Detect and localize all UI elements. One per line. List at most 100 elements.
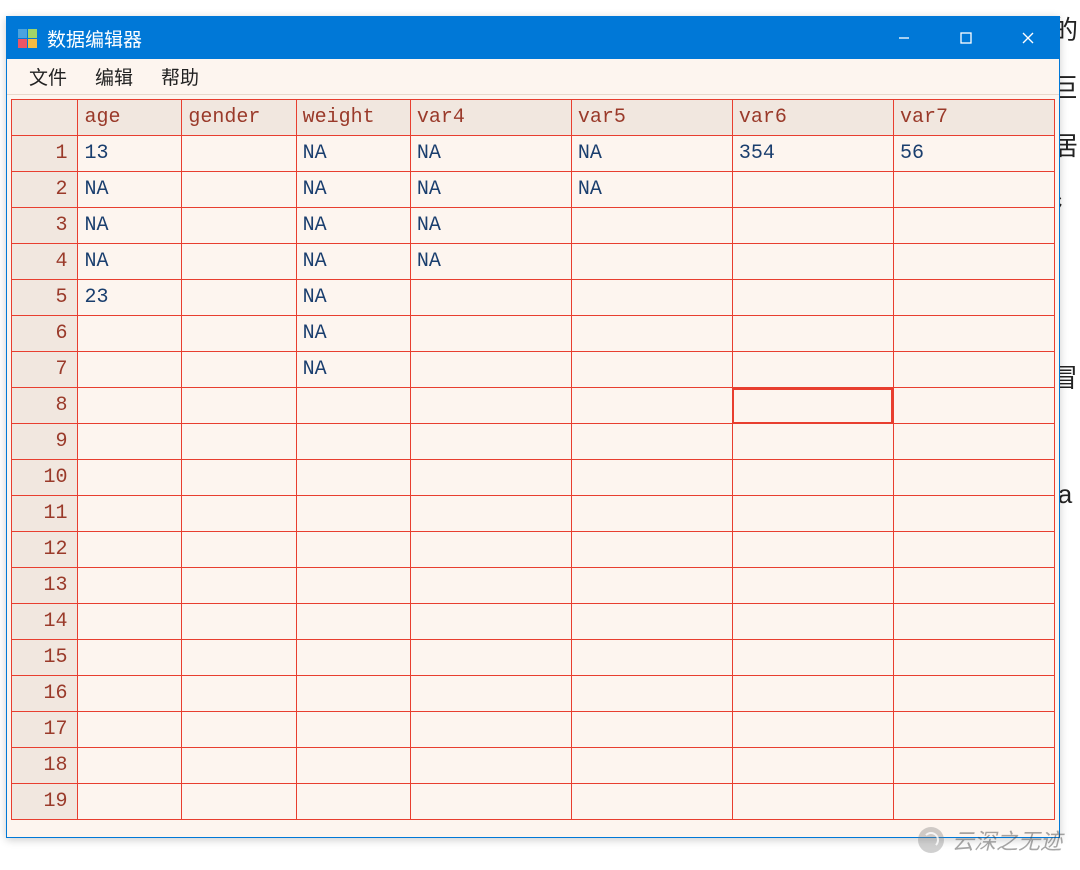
data-cell[interactable] <box>571 676 732 712</box>
data-cell[interactable] <box>732 604 893 640</box>
minimize-button[interactable] <box>873 17 935 59</box>
data-cell[interactable]: NA <box>571 172 732 208</box>
column-header[interactable]: var7 <box>893 100 1054 136</box>
data-cell[interactable] <box>296 712 410 748</box>
row-header[interactable]: 6 <box>12 316 78 352</box>
data-cell[interactable] <box>296 748 410 784</box>
data-cell[interactable]: NA <box>296 172 410 208</box>
data-grid[interactable]: agegenderweightvar4var5var6var7 113NANAN… <box>11 99 1055 820</box>
data-cell[interactable] <box>732 676 893 712</box>
row-header[interactable]: 7 <box>12 352 78 388</box>
data-cell[interactable] <box>410 280 571 316</box>
data-cell[interactable] <box>571 208 732 244</box>
column-header[interactable]: var4 <box>410 100 571 136</box>
data-cell[interactable] <box>571 496 732 532</box>
data-cell[interactable]: NA <box>78 244 182 280</box>
data-cell[interactable] <box>893 676 1054 712</box>
data-cell[interactable]: 23 <box>78 280 182 316</box>
data-cell[interactable] <box>893 568 1054 604</box>
data-cell[interactable] <box>296 568 410 604</box>
data-cell[interactable] <box>182 532 296 568</box>
data-cell[interactable] <box>893 460 1054 496</box>
data-cell[interactable] <box>893 784 1054 820</box>
data-cell[interactable]: NA <box>410 244 571 280</box>
data-cell[interactable] <box>182 604 296 640</box>
data-cell[interactable] <box>732 748 893 784</box>
data-cell[interactable] <box>732 244 893 280</box>
data-cell[interactable] <box>732 172 893 208</box>
data-cell[interactable] <box>893 712 1054 748</box>
data-cell[interactable] <box>410 496 571 532</box>
data-cell[interactable] <box>182 676 296 712</box>
data-cell[interactable] <box>893 496 1054 532</box>
data-cell[interactable] <box>182 244 296 280</box>
data-cell[interactable] <box>410 712 571 748</box>
data-cell[interactable] <box>78 352 182 388</box>
data-cell[interactable] <box>78 316 182 352</box>
column-header[interactable]: var6 <box>732 100 893 136</box>
menu-item-2[interactable]: 帮助 <box>147 59 213 94</box>
data-cell[interactable] <box>571 748 732 784</box>
data-cell[interactable] <box>732 424 893 460</box>
row-header[interactable]: 4 <box>12 244 78 280</box>
data-cell[interactable] <box>732 712 893 748</box>
data-cell[interactable] <box>571 352 732 388</box>
data-cell[interactable] <box>410 316 571 352</box>
data-cell[interactable] <box>296 604 410 640</box>
data-cell[interactable] <box>571 604 732 640</box>
row-header[interactable]: 8 <box>12 388 78 424</box>
row-header[interactable]: 1 <box>12 136 78 172</box>
data-cell[interactable]: NA <box>296 244 410 280</box>
data-cell[interactable] <box>571 280 732 316</box>
data-cell[interactable] <box>296 496 410 532</box>
data-cell[interactable] <box>182 568 296 604</box>
data-cell[interactable] <box>893 748 1054 784</box>
column-header[interactable]: gender <box>182 100 296 136</box>
data-cell[interactable] <box>182 388 296 424</box>
data-cell[interactable] <box>78 676 182 712</box>
data-cell[interactable] <box>410 568 571 604</box>
data-cell[interactable] <box>732 280 893 316</box>
data-cell[interactable] <box>732 784 893 820</box>
data-cell[interactable] <box>893 352 1054 388</box>
data-cell[interactable] <box>182 352 296 388</box>
data-cell[interactable] <box>893 424 1054 460</box>
data-cell[interactable]: NA <box>296 280 410 316</box>
data-cell[interactable] <box>571 460 732 496</box>
row-header[interactable]: 12 <box>12 532 78 568</box>
data-cell[interactable] <box>410 388 571 424</box>
row-header[interactable]: 16 <box>12 676 78 712</box>
data-cell[interactable]: NA <box>571 136 732 172</box>
data-cell[interactable] <box>893 316 1054 352</box>
data-cell[interactable] <box>893 532 1054 568</box>
data-cell[interactable] <box>732 316 893 352</box>
data-cell[interactable] <box>410 640 571 676</box>
data-cell[interactable] <box>571 640 732 676</box>
data-cell[interactable] <box>182 136 296 172</box>
data-cell[interactable] <box>78 604 182 640</box>
data-cell[interactable] <box>571 424 732 460</box>
data-cell[interactable] <box>182 424 296 460</box>
row-header[interactable]: 17 <box>12 712 78 748</box>
data-cell[interactable]: NA <box>410 208 571 244</box>
data-cell[interactable] <box>732 208 893 244</box>
close-button[interactable] <box>997 17 1059 59</box>
data-cell[interactable] <box>296 640 410 676</box>
data-cell[interactable] <box>893 208 1054 244</box>
data-cell[interactable]: 354 <box>732 136 893 172</box>
data-cell[interactable] <box>732 568 893 604</box>
data-cell[interactable] <box>296 388 410 424</box>
data-cell[interactable] <box>571 388 732 424</box>
data-cell[interactable] <box>732 532 893 568</box>
data-cell[interactable] <box>182 280 296 316</box>
data-cell[interactable] <box>182 640 296 676</box>
data-cell[interactable] <box>732 640 893 676</box>
data-cell[interactable] <box>732 352 893 388</box>
data-cell[interactable]: 56 <box>893 136 1054 172</box>
data-cell[interactable] <box>410 424 571 460</box>
data-cell[interactable] <box>410 460 571 496</box>
data-cell[interactable] <box>893 388 1054 424</box>
data-cell[interactable] <box>410 352 571 388</box>
data-cell[interactable]: NA <box>296 208 410 244</box>
data-cell[interactable] <box>410 604 571 640</box>
